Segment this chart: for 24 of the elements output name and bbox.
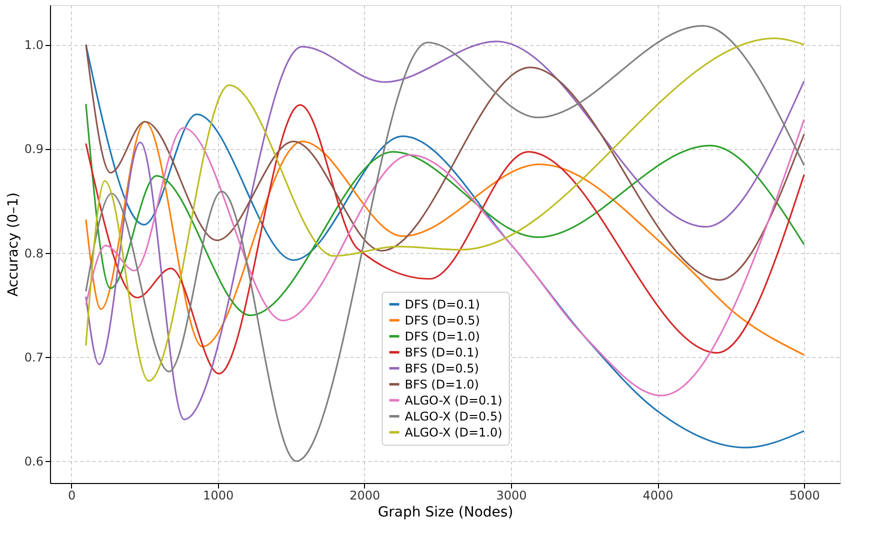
- x-tick-label: 0: [68, 488, 76, 502]
- legend-label: BFS (D=0.5): [404, 361, 479, 376]
- legend-label: ALGO-X (D=0.5): [404, 409, 502, 424]
- x-tick-label: 4000: [642, 488, 674, 502]
- line-series: [85, 44, 805, 281]
- y-tick-label: 0.8: [24, 246, 44, 260]
- x-tick-label: 1000: [203, 488, 234, 502]
- legend-label: DFS (D=1.0): [404, 329, 480, 344]
- y-tick-label: 0.9: [24, 142, 44, 156]
- legend-label: ALGO-X (D=0.1): [404, 393, 502, 408]
- y-axis-title: Accuracy (0–1): [5, 192, 22, 297]
- legend-label: DFS (D=0.5): [404, 313, 480, 328]
- x-tick-label: 3000: [496, 488, 527, 502]
- x-axis-title: Graph Size (Nodes): [378, 504, 514, 520]
- legend-label: BFS (D=0.1): [404, 345, 479, 360]
- x-tick-label: 5000: [789, 488, 820, 502]
- y-tick-label: 0.7: [24, 350, 44, 364]
- x-tick-label: 2000: [350, 488, 380, 502]
- legend-label: DFS (D=0.1): [404, 297, 480, 312]
- y-tick-label: 1.0: [24, 38, 44, 52]
- legend-label: BFS (D=1.0): [404, 377, 479, 392]
- legend-label: ALGO-X (D=1.0): [404, 425, 502, 440]
- y-tick-label: 0.6: [24, 454, 44, 469]
- line-series: [85, 103, 805, 316]
